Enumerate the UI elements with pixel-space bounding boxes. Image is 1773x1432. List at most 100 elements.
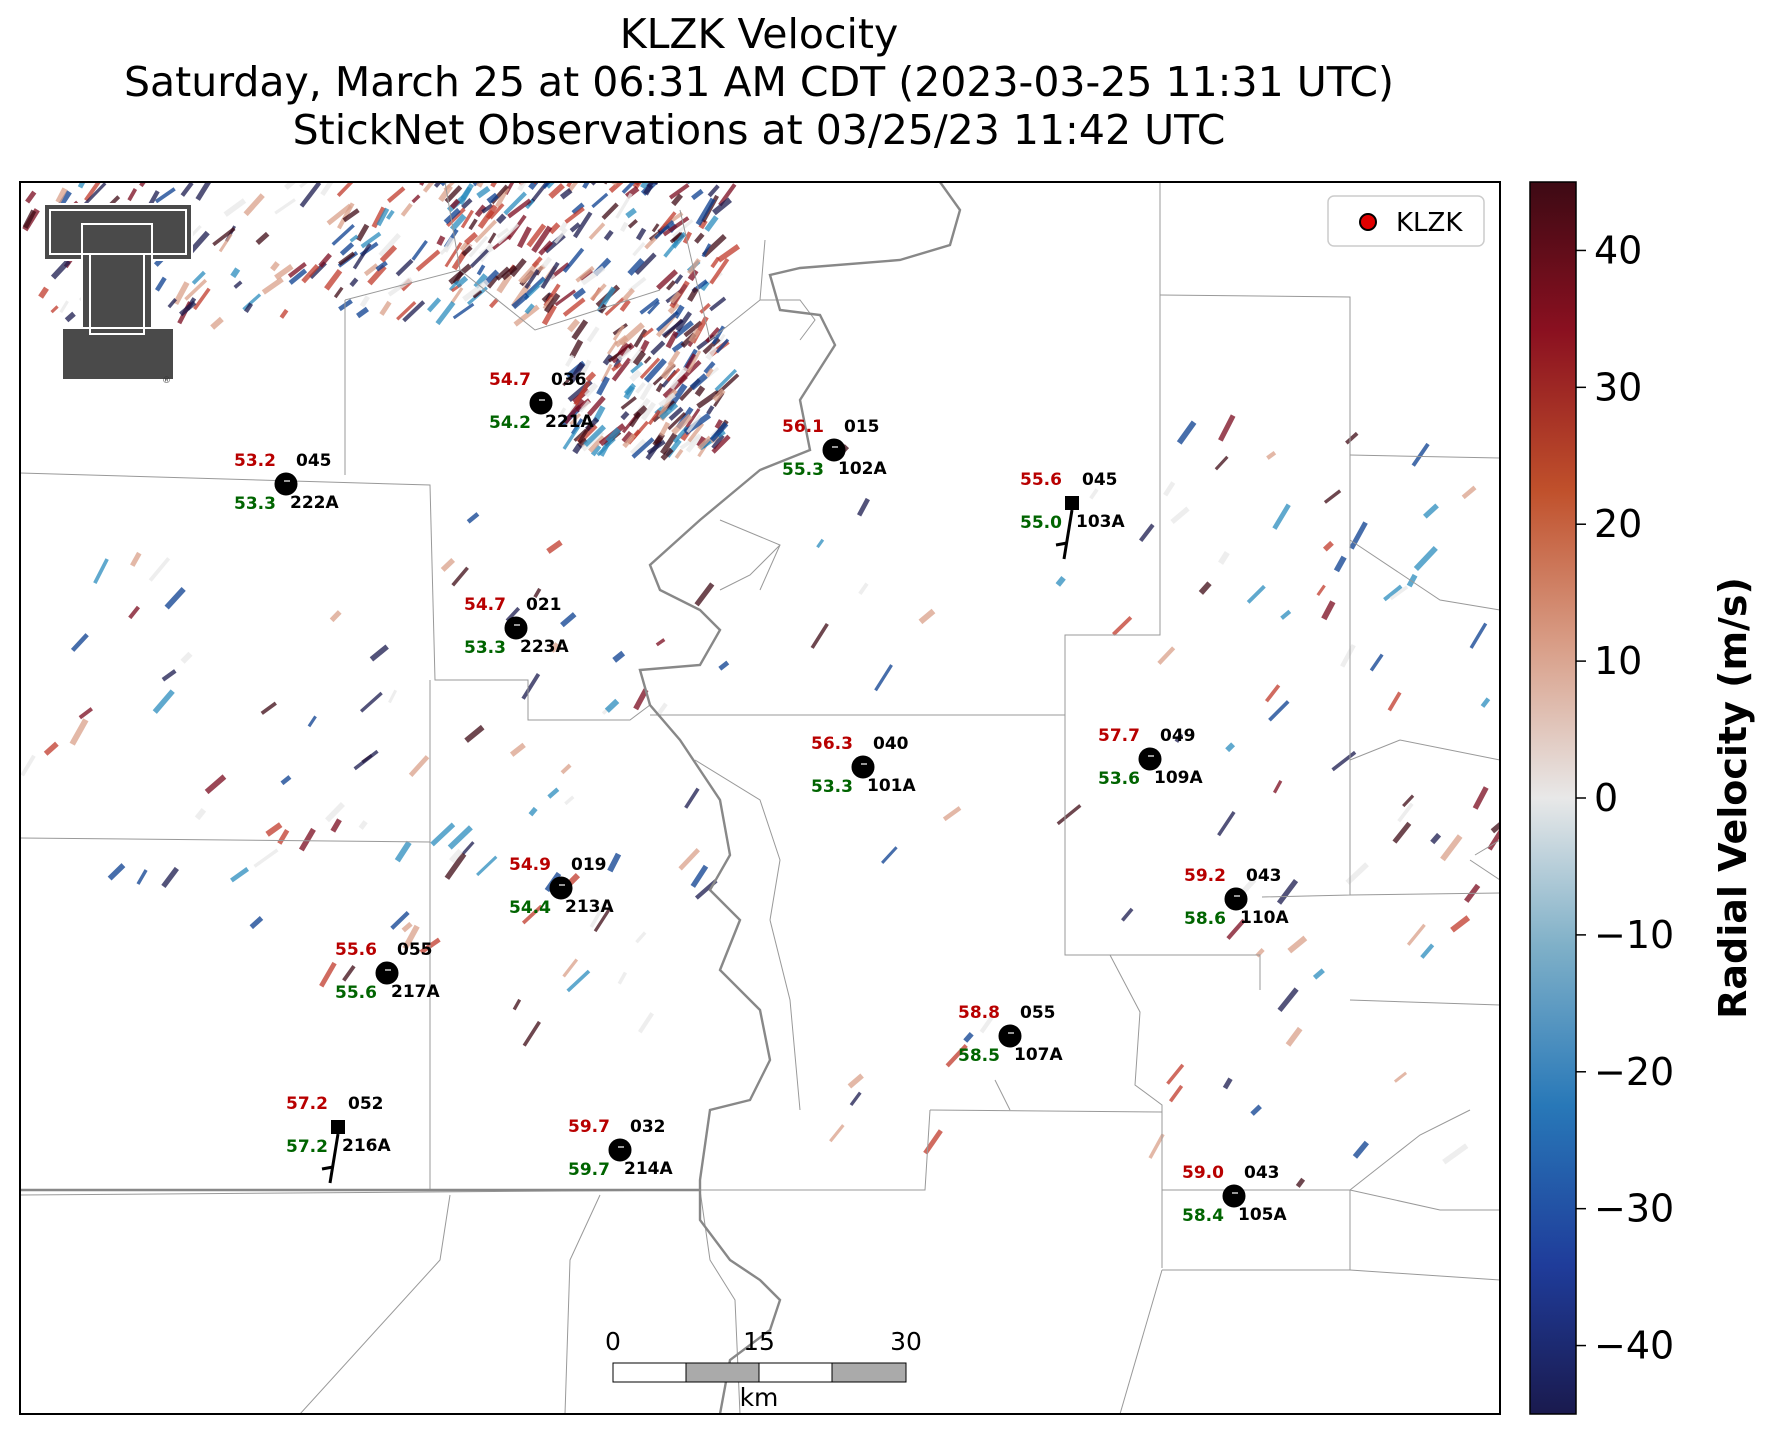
velocity-gate <box>20 754 36 777</box>
velocity-gate <box>669 291 682 304</box>
velocity-gate <box>1423 503 1439 519</box>
velocity-gate <box>625 207 637 219</box>
velocity-gate <box>687 287 699 302</box>
velocity-gate <box>458 186 473 206</box>
velocity-gate <box>439 182 448 187</box>
velocity-gate <box>154 276 167 292</box>
velocity-gate <box>683 320 703 338</box>
velocity-gate <box>635 931 647 944</box>
legend-box <box>1327 195 1485 247</box>
velocity-gate <box>615 192 633 219</box>
velocity-gate <box>611 357 632 382</box>
colorbar-tick-label: −20 <box>1594 1050 1674 1094</box>
velocity-gate <box>411 239 428 261</box>
velocity-gate <box>265 822 283 837</box>
station-217a[interactable]: 55.6 055 55.6 217A <box>335 940 440 1003</box>
velocity-gate <box>517 182 528 192</box>
station-221a[interactable]: 54.7 036 54.2 221A <box>489 370 594 433</box>
velocity-gate <box>77 182 86 189</box>
velocity-gate <box>274 198 296 215</box>
station-103a[interactable]: 55.6 045 55.0 103A <box>1020 470 1125 560</box>
velocity-gate <box>55 187 68 204</box>
velocity-gate <box>230 267 241 279</box>
velocity-gate <box>260 701 277 715</box>
station-109a[interactable]: 57.7 049 53.6 109A <box>1098 726 1203 789</box>
scale-seg-3 <box>758 1362 833 1383</box>
velocity-gate <box>449 198 461 210</box>
station-102a[interactable]: 56.1 015 55.3 102A <box>782 417 887 480</box>
velocity-gate <box>674 448 684 459</box>
velocity-gate <box>501 264 518 281</box>
velocity-gate <box>233 280 243 289</box>
velocity-gate <box>641 327 654 338</box>
velocity-gate <box>481 203 494 214</box>
velocity-gate <box>367 264 387 286</box>
velocity-gate <box>585 371 597 383</box>
velocity-gate <box>1442 1143 1469 1165</box>
map-frame <box>19 181 1501 1415</box>
station-temperature: 57.7 <box>1098 726 1140 746</box>
station-wind-direction: 021 <box>526 595 562 615</box>
station-id: 103A <box>1076 512 1125 532</box>
title-line-2: Saturday, March 25 at 06:31 AM CDT (2023… <box>124 58 1394 106</box>
velocity-gate <box>572 287 586 300</box>
svg-text:®: ® <box>162 376 171 386</box>
colorbar-tick-label: 20 <box>1594 502 1642 546</box>
station-213a[interactable]: 54.9 019 54.4 213A <box>509 855 614 918</box>
station-temperature: 57.2 <box>286 1094 328 1114</box>
velocity-gate <box>702 234 727 258</box>
velocity-gate <box>620 411 630 421</box>
velocity-gate <box>1217 811 1236 837</box>
county-boundaries <box>20 182 1500 1414</box>
velocity-gate <box>324 269 343 291</box>
velocity-gate <box>706 405 715 415</box>
velocity-gate <box>43 741 59 756</box>
station-dewpoint: 53.3 <box>234 494 276 514</box>
velocity-gate <box>411 194 421 204</box>
velocity-gate <box>1218 550 1230 565</box>
velocity-gate <box>331 223 355 246</box>
station-101a[interactable]: 56.3 040 53.3 101A <box>811 734 916 797</box>
station-wind-direction: 032 <box>630 1117 666 1137</box>
velocity-gate <box>621 430 634 444</box>
velocity-gate <box>528 182 540 191</box>
velocity-gate <box>485 209 495 220</box>
station-id: 105A <box>1238 1205 1287 1225</box>
station-dewpoint: 59.7 <box>568 1160 610 1180</box>
velocity-gate <box>1321 600 1336 621</box>
velocity-gate <box>379 300 392 316</box>
station-214a[interactable]: 59.7 032 59.7 214A <box>568 1117 673 1180</box>
velocity-gate <box>849 1091 862 1107</box>
velocity-gate <box>979 1012 996 1034</box>
velocity-gate <box>148 557 171 582</box>
velocity-gate <box>666 367 681 382</box>
velocity-gate <box>461 245 473 257</box>
station-dewpoint: 54.2 <box>489 413 531 433</box>
station-dewpoint: 58.4 <box>1182 1206 1224 1226</box>
velocity-gate <box>553 227 568 244</box>
velocity-gate <box>685 182 691 185</box>
legend-label: KLZK <box>1396 208 1463 238</box>
station-110a[interactable]: 59.2 043 58.6 110A <box>1184 866 1289 929</box>
velocity-gate <box>288 268 308 285</box>
station-temperature: 56.1 <box>782 417 824 437</box>
velocity-gate <box>356 306 369 319</box>
velocity-gate <box>697 435 712 451</box>
station-223a[interactable]: 54.7 021 53.3 223A <box>464 595 569 658</box>
velocity-gate <box>564 206 585 224</box>
station-107a[interactable]: 58.8 055 58.5 107A <box>958 1003 1063 1066</box>
station-222a[interactable]: 53.2 045 53.3 222A <box>234 451 339 514</box>
station-216a[interactable]: 57.2 052 57.2 216A <box>286 1094 391 1184</box>
station-105a[interactable]: 59.0 043 58.4 105A <box>1182 1163 1287 1226</box>
velocity-gate <box>874 664 893 692</box>
velocity-gate <box>1272 780 1283 794</box>
velocity-gate <box>829 1124 845 1143</box>
velocity-gate <box>446 207 466 228</box>
velocity-gate <box>84 182 102 202</box>
velocity-gate <box>712 388 726 402</box>
velocity-gate <box>497 223 520 245</box>
velocity-gate <box>531 225 553 253</box>
velocity-gate <box>963 1031 974 1043</box>
velocity-gate <box>629 369 642 382</box>
velocity-gate <box>547 787 560 799</box>
